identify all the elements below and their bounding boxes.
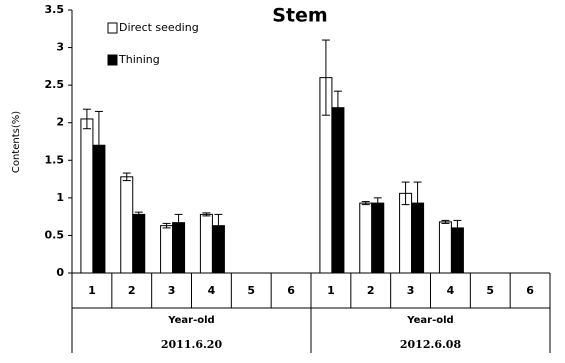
bar	[359, 202, 373, 274]
legend-label: Direct seeding	[119, 21, 199, 34]
bar	[331, 107, 345, 274]
bar	[160, 225, 174, 274]
y-tick-label: 3.5	[45, 3, 65, 16]
y-tick-label: 3	[56, 41, 64, 54]
y-tick-label: 2.5	[45, 78, 65, 91]
bar	[399, 192, 413, 274]
legend-swatch	[107, 54, 118, 66]
x-tick-label: 3	[407, 284, 415, 297]
y-tick-label: 0.5	[45, 228, 65, 241]
x-tick-label: 1	[88, 284, 96, 297]
x-tick-label: 5	[247, 284, 255, 297]
chart-title: Stem	[272, 5, 327, 27]
y-tick-label: 2	[56, 116, 64, 129]
x-tick-label: 4	[208, 284, 216, 297]
x-tick-label: 4	[447, 284, 455, 297]
x-tick-label: 1	[327, 284, 335, 297]
group-axis-label: Year-old	[406, 315, 453, 326]
group-axis-label: Year-old	[167, 315, 214, 326]
y-tick-label: 1.5	[45, 153, 65, 166]
x-tick-label: 2	[128, 284, 136, 297]
bar	[120, 176, 134, 274]
legend-label: Thining	[118, 53, 160, 66]
bar	[80, 118, 94, 274]
group-label: 2011.6.20	[161, 338, 223, 351]
group-label: 2012.6.08	[400, 338, 462, 351]
y-tick-label: 1	[56, 191, 64, 204]
bar	[199, 213, 213, 274]
x-tick-label: 2	[367, 284, 375, 297]
y-axis-label: Contents(%)	[11, 111, 22, 173]
x-tick-label: 6	[526, 284, 534, 297]
bar	[438, 221, 452, 274]
x-tick-label: 3	[168, 284, 176, 297]
legend-swatch	[107, 22, 118, 34]
x-tick-label: 5	[486, 284, 494, 297]
x-tick-label: 6	[287, 284, 295, 297]
bar	[132, 213, 146, 274]
bar	[371, 202, 385, 274]
y-tick-label: 0	[56, 266, 64, 279]
